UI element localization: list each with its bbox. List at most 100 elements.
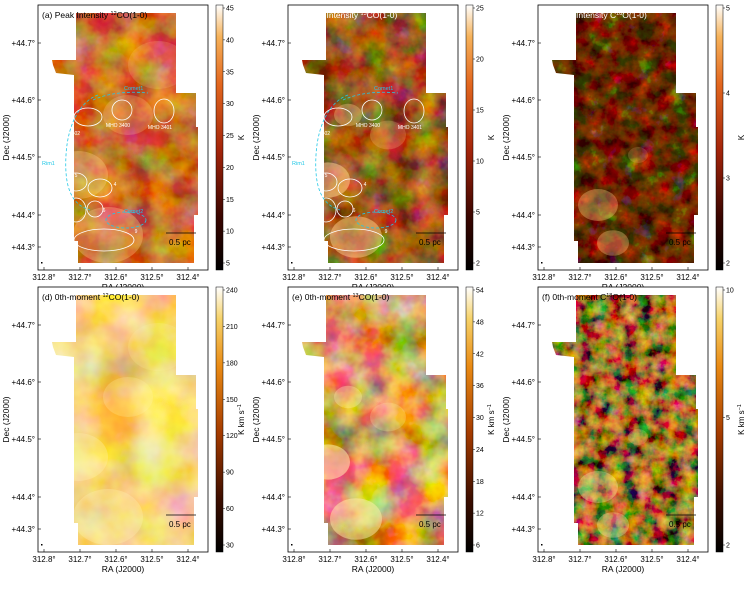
comet-outline (355, 211, 397, 229)
y-tick-label: +44.4° (12, 493, 35, 502)
region-ellipse (73, 228, 135, 252)
y-tick-label: +44.6° (12, 378, 35, 387)
intensity-map (552, 295, 698, 545)
colorbar-tick-label: 10 (226, 229, 234, 236)
x-tick-label: 312.8° (532, 555, 555, 564)
emission-region (73, 489, 143, 545)
y-axis-label: Dec (J2000) (1, 114, 11, 160)
panel-a: (a) Peak Intensity 12CO(1-0) Comet1 MHO 34… (1, 4, 246, 292)
region-ellipse (153, 98, 175, 124)
panel-c: (c) Peak Intensity C18O(1-0) 0.5 pc 312.8°… (501, 4, 746, 292)
colorbar-tick-label: 20 (476, 57, 484, 64)
x-axis-label: RA (J2000) (102, 564, 145, 574)
emission-region (330, 498, 382, 540)
region-label: Comet1 (374, 86, 393, 92)
emission-region (334, 385, 362, 409)
colorbar-tick-label: 10 (726, 288, 734, 295)
colorbar-tick-label: 36 (476, 383, 484, 390)
colorbar-tick-label: 2 (476, 261, 480, 268)
colorbar-tick-label: 2 (726, 543, 730, 550)
x-tick-label: 312.5° (640, 273, 663, 282)
intensity-map (302, 295, 448, 545)
region-label: MHO 3402 (306, 131, 330, 137)
scale-bar-label: 0.5 pc (669, 520, 691, 529)
y-axis-label: Dec (J2000) (1, 396, 11, 442)
region-label: 4 (114, 182, 117, 188)
region-label: 9 (135, 229, 138, 235)
colorbar-tick-label: 54 (476, 288, 484, 295)
x-tick-label: 312.5° (140, 273, 163, 282)
y-tick-label: +44.7° (512, 39, 535, 48)
colorbar-tick-label: 6 (476, 543, 480, 550)
emission-region (597, 512, 629, 538)
colorbar-tick-label: 210 (226, 324, 238, 331)
x-tick-label: 312.5° (390, 273, 413, 282)
panel-title: (c) Peak Intensity C18O(1-0) (542, 10, 647, 20)
x-tick-label: 312.6° (354, 555, 377, 564)
colorbar-tick-label: 5 (726, 415, 730, 422)
colorbar-tick-label: 15 (476, 108, 484, 115)
region-ellipse (323, 107, 353, 127)
region-label: 6 (353, 208, 356, 214)
x-tick-label: 312.6° (104, 273, 127, 282)
emission-region (330, 216, 382, 258)
emission-region (578, 471, 618, 503)
emission-region (370, 120, 406, 150)
colorbar-tick-label: 5 (226, 261, 230, 268)
colorbar-tick-label: 4 (726, 91, 730, 98)
x-tick-label: 312.5° (640, 555, 663, 564)
region-label: MHO 3401 (148, 125, 172, 131)
region-ellipse (111, 99, 133, 121)
colorbar (215, 4, 224, 271)
y-tick-label: +44.5° (12, 153, 35, 162)
region-ellipse (309, 235, 325, 255)
colorbar (465, 286, 474, 553)
scale-bar-label: 0.5 pc (419, 520, 441, 529)
y-tick-label: +44.6° (512, 378, 535, 387)
panel-d: (d) 0th-moment 12CO(1-0) 0.5 pc 312.8° 312.… (1, 286, 246, 574)
x-tick-label: 312.8° (32, 555, 55, 564)
colorbar-unit: K km s−1 (237, 404, 246, 435)
x-tick-label: 312.5° (140, 555, 163, 564)
panel-title: (a) Peak Intensity 12CO(1-0) (42, 10, 148, 20)
emission-region (128, 41, 188, 89)
y-axis-label: Dec (J2000) (251, 114, 261, 160)
colorbar-tick-label: 30 (226, 543, 234, 550)
colorbar (715, 4, 724, 271)
intensity-map (52, 13, 198, 263)
region-ellipse (336, 200, 354, 218)
region-ellipse (86, 200, 104, 218)
colorbar-tick-label: 150 (226, 397, 238, 404)
y-tick-label: +44.3° (512, 525, 535, 534)
emission-region (103, 377, 153, 417)
panel-e: (e) 0th-moment 13CO(1-0) 0.5 pc 312.8° 312.… (251, 286, 496, 574)
y-tick-label: +44.4° (12, 211, 35, 220)
region-label: 8 (317, 238, 320, 244)
colorbar-tick-label: 5 (476, 210, 480, 217)
intensity-map (552, 13, 698, 263)
beam-marker (541, 262, 543, 264)
y-axis-label: Dec (J2000) (251, 396, 261, 442)
region-label: 6 (103, 208, 106, 214)
x-tick-label: 312.4° (176, 555, 199, 564)
region-label: 7 (314, 214, 317, 220)
x-tick-label: 312.8° (532, 273, 555, 282)
y-tick-label: +44.4° (262, 493, 285, 502)
x-tick-label: 312.7° (568, 273, 591, 282)
colorbar-tick-label: 48 (476, 319, 484, 326)
colorbar-tick-label: 40 (226, 37, 234, 44)
y-tick-label: +44.4° (262, 211, 285, 220)
region-label: Rim1 (292, 161, 305, 167)
emission-region (578, 189, 618, 221)
y-tick-label: +44.6° (12, 96, 35, 105)
y-tick-label: +44.3° (262, 243, 285, 252)
y-tick-label: +44.3° (512, 243, 535, 252)
y-tick-label: +44.4° (512, 211, 535, 220)
x-axis-label: RA (J2000) (352, 564, 395, 574)
x-tick-label: 312.6° (604, 273, 627, 282)
colorbar-tick-label: 42 (476, 351, 484, 358)
colorbar (465, 4, 474, 271)
colorbar-tick-label: 30 (226, 101, 234, 108)
region-label: 5 (75, 173, 78, 179)
region-label: Comet2 (124, 209, 143, 215)
